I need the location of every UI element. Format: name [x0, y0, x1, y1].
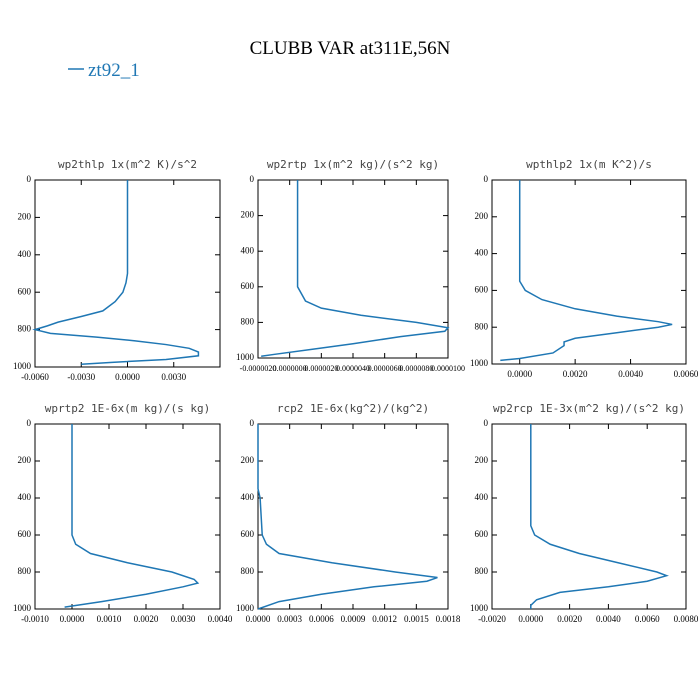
y-tick-label: 0 — [484, 174, 489, 184]
x-tick-label: -0.0020 — [478, 614, 506, 624]
y-tick-label: 200 — [18, 211, 32, 221]
x-tick-label: 0.0000 — [518, 614, 543, 624]
y-tick-label: 800 — [475, 321, 489, 331]
x-tick-label: -0.0000020 — [240, 364, 277, 373]
x-tick-label: 0.0060 — [674, 369, 699, 379]
x-tick-label: 0.0080 — [674, 614, 699, 624]
profile-line — [257, 424, 438, 610]
x-tick-label: 0.0020 — [557, 614, 582, 624]
y-tick-label: 200 — [241, 210, 255, 220]
x-tick-label: 0.0000060 — [368, 364, 402, 373]
y-tick-label: 1000 — [13, 361, 32, 371]
plot-frame — [491, 179, 687, 365]
plot-frame — [257, 179, 449, 359]
y-tick-label: 0 — [484, 418, 489, 428]
x-tick-label: 0.0003 — [277, 614, 302, 624]
x-tick-label: 0.0000100 — [431, 364, 465, 373]
x-tick-label: 0.0060 — [635, 614, 660, 624]
y-tick-label: 200 — [475, 211, 489, 221]
y-tick-label: 200 — [241, 455, 255, 465]
x-tick-label: 0.0000020 — [304, 364, 338, 373]
y-tick-label: 0 — [250, 174, 255, 184]
profile-line — [261, 180, 450, 357]
figure-title: CLUBB VAR at311E,56N — [250, 38, 451, 59]
x-tick-label: 0.0010 — [97, 614, 122, 624]
y-tick-label: 1000 — [236, 352, 255, 362]
y-tick-label: 600 — [475, 529, 489, 539]
x-tick-label: 0.0006 — [309, 614, 334, 624]
y-tick-label: 800 — [18, 566, 32, 576]
profile-line — [64, 424, 200, 608]
y-tick-label: 1000 — [470, 358, 489, 368]
plot-frame — [34, 423, 221, 610]
x-tick-label: 0.0000 — [60, 614, 85, 624]
y-tick-label: 400 — [241, 245, 255, 255]
y-tick-label: 600 — [241, 281, 255, 291]
y-tick-label: 800 — [475, 566, 489, 576]
x-tick-label: 0.0030 — [161, 372, 186, 382]
y-tick-label: 200 — [18, 455, 32, 465]
y-tick-label: 800 — [241, 566, 255, 576]
y-tick-label: 1000 — [470, 603, 489, 613]
x-tick-label: -0.0060 — [21, 372, 49, 382]
y-tick-label: 800 — [241, 316, 255, 326]
x-tick-label: 0.0040 — [208, 614, 233, 624]
legend-label: zt92_1 — [88, 60, 140, 81]
y-tick-label: 0 — [27, 418, 32, 428]
x-tick-label: 0.0018 — [436, 614, 461, 624]
x-tick-label: 0.0000 — [507, 369, 532, 379]
y-tick-label: 400 — [241, 492, 255, 502]
chart-title: wprtp2 1E-6x(m kg)/(s kg) — [45, 402, 211, 415]
y-tick-label: 0 — [250, 418, 255, 428]
y-tick-label: 400 — [475, 248, 489, 258]
x-tick-label: -0.0010 — [21, 614, 49, 624]
x-tick-label: -0.0030 — [67, 372, 95, 382]
y-tick-label: 600 — [18, 529, 32, 539]
chart-title: wp2rcp 1E-3x(m^2 kg)/(s^2 kg) — [493, 402, 685, 415]
plot-frame — [491, 423, 687, 610]
x-tick-label: 0.0020 — [563, 369, 588, 379]
x-tick-label: 0.0000000 — [273, 364, 307, 373]
profile-line — [32, 180, 200, 365]
x-tick-label: 0.0000040 — [336, 364, 370, 373]
y-tick-label: 400 — [18, 492, 32, 502]
x-tick-label: 0.0030 — [171, 614, 196, 624]
x-tick-label: 0.0020 — [134, 614, 159, 624]
chart-title: wp2rtp 1x(m^2 kg)/(s^2 kg) — [267, 158, 439, 171]
y-tick-label: 600 — [18, 286, 32, 296]
chart-title: wp2thlp 1x(m^2 K)/s^2 — [58, 158, 197, 171]
profile-line — [530, 424, 669, 609]
x-tick-label: 0.0012 — [372, 614, 397, 624]
y-tick-label: 600 — [241, 529, 255, 539]
y-tick-label: 400 — [18, 249, 32, 259]
x-tick-label: 0.0040 — [618, 369, 643, 379]
x-tick-label: 0.0015 — [404, 614, 429, 624]
y-tick-label: 400 — [475, 492, 489, 502]
y-tick-label: 200 — [475, 455, 489, 465]
profile-line — [500, 180, 673, 362]
chart-title: rcp2 1E-6x(kg^2)/(kg^2) — [277, 402, 429, 415]
x-tick-label: 0.0040 — [596, 614, 621, 624]
x-tick-label: 0.0000 — [246, 614, 271, 624]
x-tick-label: 0.0000080 — [399, 364, 433, 373]
y-tick-label: 600 — [475, 284, 489, 294]
plot-frame — [257, 423, 449, 610]
chart-title: wpthlp2 1x(m K^2)/s — [526, 158, 652, 171]
y-tick-label: 0 — [27, 174, 32, 184]
y-tick-label: 1000 — [236, 603, 255, 613]
x-tick-label: 0.0009 — [341, 614, 366, 624]
x-tick-label: 0.0000 — [115, 372, 140, 382]
y-tick-label: 800 — [18, 324, 32, 334]
y-tick-label: 1000 — [13, 603, 32, 613]
